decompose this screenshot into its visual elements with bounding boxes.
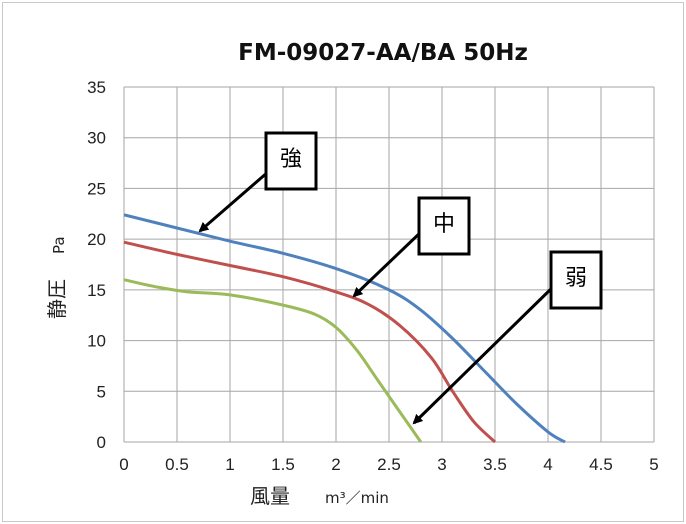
series-line-strong <box>123 213 566 444</box>
series-line-weak <box>123 278 423 443</box>
x-tick-label: 4.5 <box>589 455 613 474</box>
x-tick-label: 0.5 <box>165 455 189 474</box>
x-tick-label: 4 <box>543 455 552 474</box>
y-axis-label: 静圧 Pa <box>45 236 69 319</box>
x-axis-unit: m³／min <box>325 489 389 507</box>
y-axis-unit: Pa <box>50 236 68 254</box>
callout-box <box>264 131 318 191</box>
grid-lines <box>123 86 655 443</box>
y-axis-title: 静圧 <box>45 279 69 319</box>
x-tick-labels: 0 0.5 1 1.5 2 2.5 3 3.5 4 4.5 5 <box>119 455 658 474</box>
callout-arrow <box>412 284 556 425</box>
callout-arrow <box>352 229 424 298</box>
callout-arrow <box>198 170 269 233</box>
x-tick-label: 2 <box>331 455 340 474</box>
y-tick-label: 10 <box>87 332 106 351</box>
callout-label: 中 <box>433 212 455 237</box>
callout-label: 弱 <box>565 266 587 291</box>
y-tick-labels: 0 5 10 15 20 25 30 35 <box>87 78 106 452</box>
callout-label: 強 <box>280 147 302 172</box>
callout-medium: 中 <box>352 196 471 298</box>
series-lines <box>123 213 566 444</box>
callout-weak: 弱 <box>412 250 603 425</box>
y-tick-label: 30 <box>87 129 106 148</box>
callout-strong: 強 <box>198 131 318 233</box>
x-tick-label: 2.5 <box>377 455 401 474</box>
callout-box <box>549 250 603 310</box>
y-tick-label: 5 <box>97 382 106 401</box>
y-tick-label: 20 <box>87 230 106 249</box>
y-tick-label: 0 <box>97 433 106 452</box>
fan-curve-chart: FM-09027-AA/BA 50Hz 0 0.5 1 1.5 2 2.5 3 3.5 4 4.5… <box>45 40 659 508</box>
callouts: 強中弱 <box>198 131 603 425</box>
x-tick-label: 1 <box>225 455 234 474</box>
chart-title: FM-09027-AA/BA 50Hz <box>238 40 528 66</box>
x-tick-label: 0 <box>119 455 128 474</box>
callout-box <box>417 196 471 256</box>
y-tick-label: 15 <box>87 281 106 300</box>
y-tick-label: 25 <box>87 179 106 198</box>
series-line-medium <box>123 240 497 444</box>
x-tick-label: 3 <box>437 455 446 474</box>
x-tick-label: 1.5 <box>271 455 295 474</box>
x-tick-label: 3.5 <box>483 455 507 474</box>
x-axis-title: 風量 <box>250 484 290 508</box>
x-tick-label: 5 <box>649 455 658 474</box>
x-axis-label: 風量 m³／min <box>250 484 389 508</box>
y-tick-label: 35 <box>87 78 106 97</box>
